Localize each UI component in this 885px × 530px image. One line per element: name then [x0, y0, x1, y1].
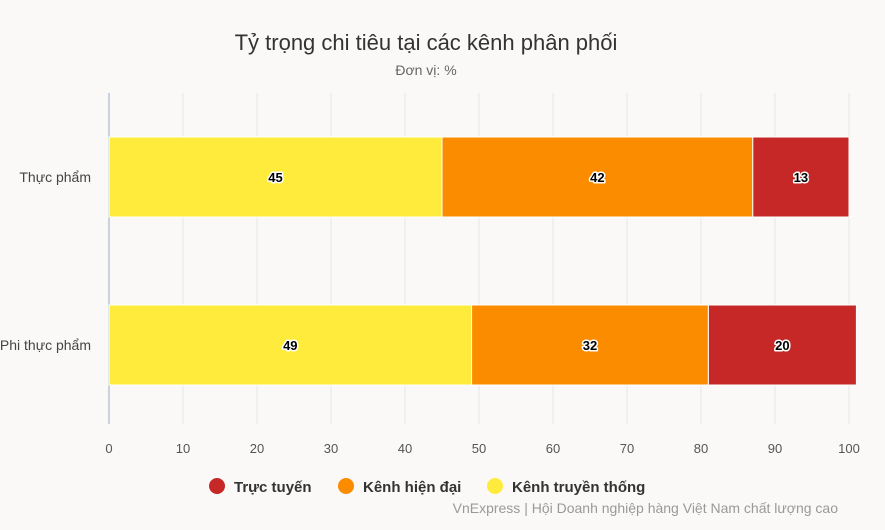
data-label: 45: [268, 170, 282, 185]
legend: Trực tuyến Kênh hiện đại Kênh truyền thống: [209, 478, 645, 496]
legend-marker: [209, 478, 225, 494]
chart-title: Tỷ trọng chi tiêu tại các kênh phân phối: [235, 30, 618, 55]
legend-marker: [338, 478, 354, 494]
data-label: 49: [283, 338, 297, 353]
legend-label: Trực tuyến: [234, 479, 312, 496]
x-tick-label: 70: [620, 441, 634, 456]
bar-segment: [108, 136, 443, 218]
legend-item[interactable]: Kênh hiện đại: [338, 478, 461, 496]
data-label: 13: [794, 170, 808, 185]
category-labels: Thực phẩm Phi thực phẩm: [0, 169, 91, 353]
bar-segment: [471, 304, 709, 386]
legend-item[interactable]: Trực tuyến: [209, 478, 312, 496]
legend-item[interactable]: Kênh truyền thống: [487, 478, 645, 496]
x-tick-label: 0: [105, 441, 112, 456]
x-tick-label: 90: [768, 441, 782, 456]
legend-label: Kênh truyền thống: [512, 479, 645, 496]
bars: [108, 136, 857, 386]
data-label: 32: [583, 338, 597, 353]
source-credit: VnExpress | Hội Doanh nghiệp hàng Việt N…: [453, 500, 839, 516]
x-tick-label: 80: [694, 441, 708, 456]
x-tick-label: 100: [838, 441, 860, 456]
bar-segment: [707, 304, 857, 386]
category-label: Phi thực phẩm: [0, 337, 91, 353]
chart-subtitle: Đơn vị: %: [395, 62, 456, 78]
data-label: 42: [590, 170, 604, 185]
x-tick-label: 10: [176, 441, 190, 456]
x-tick-label: 50: [472, 441, 486, 456]
data-labels: 45 42 13 49 32 20: [267, 169, 810, 355]
bar-segment: [441, 136, 754, 218]
x-tick-label: 40: [398, 441, 412, 456]
legend-label: Kênh hiện đại: [363, 479, 461, 496]
category-label: Thực phẩm: [19, 169, 91, 185]
bar-segment: [752, 136, 850, 218]
data-label: 20: [775, 338, 789, 353]
x-axis-ticks: 0 10 20 30 40 50 60 70 80 90 100: [105, 441, 859, 456]
x-tick-label: 20: [250, 441, 264, 456]
bar-segment: [108, 304, 473, 386]
x-tick-label: 30: [324, 441, 338, 456]
x-tick-label: 60: [546, 441, 560, 456]
legend-marker: [487, 478, 503, 494]
